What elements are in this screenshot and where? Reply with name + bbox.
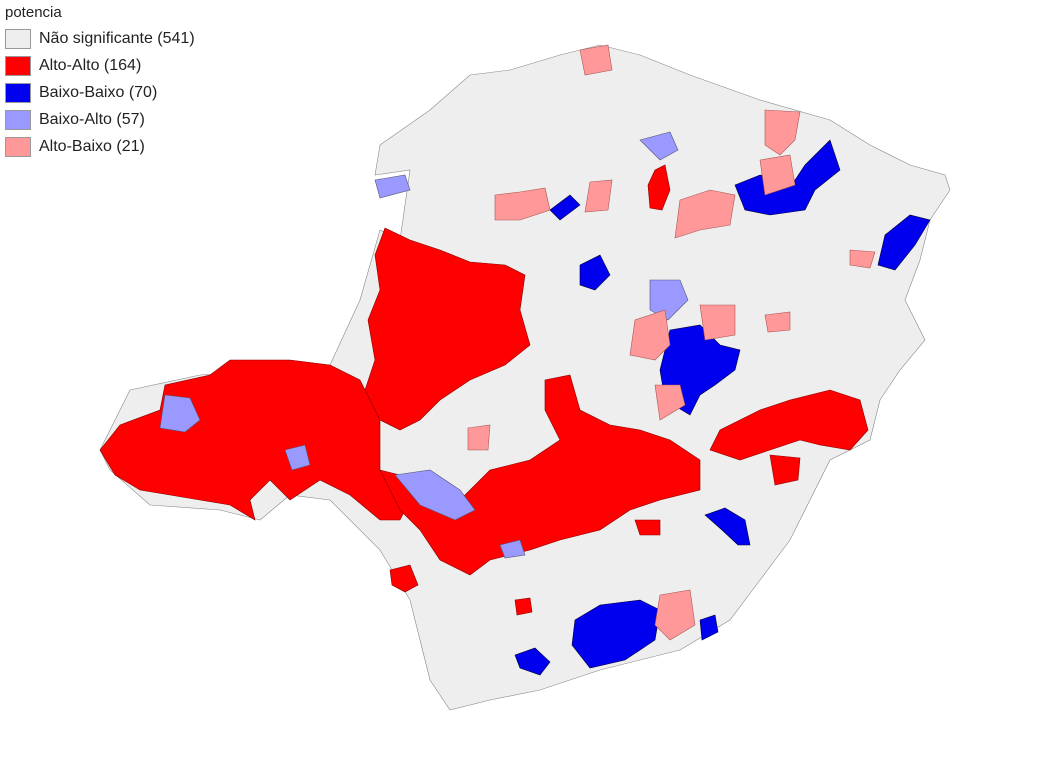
region-baixo-alto-mid bbox=[649, 279, 689, 321]
region-baixo-baixo-sw bbox=[514, 647, 551, 676]
map-legend: potencia Não significante (541) Alto-Alt… bbox=[5, 4, 195, 160]
legend-item-alto-baixo: Alto-Baixo (21) bbox=[5, 133, 195, 160]
region-alto-alto-east bbox=[709, 389, 869, 461]
region-baixo-baixo-north2 bbox=[549, 194, 581, 221]
region-baixo-baixo-se bbox=[699, 614, 719, 641]
legend-swatch bbox=[5, 109, 31, 130]
region-alto-baixo-e2 bbox=[764, 311, 791, 333]
alto-baixo-clusters bbox=[467, 44, 876, 641]
region-baixo-alto-sw bbox=[284, 444, 311, 471]
legend-label: Baixo-Baixo (70) bbox=[39, 83, 158, 101]
region-alto-alto-northwest bbox=[364, 227, 531, 431]
region-baixo-alto-south bbox=[499, 539, 526, 559]
legend-item-nao-significante: Não significante (541) bbox=[5, 25, 195, 52]
region-baixo-baixo-mid bbox=[704, 507, 751, 546]
region-alto-baixo-south bbox=[654, 589, 696, 641]
region-alto-baixo-west bbox=[467, 424, 491, 451]
legend-label: Não significante (541) bbox=[39, 29, 195, 47]
region-alto-baixo-ne2 bbox=[764, 109, 801, 156]
region-baixo-baixo-north1 bbox=[579, 254, 611, 291]
region-alto-baixo-north bbox=[579, 44, 613, 76]
region-baixo-baixo-south bbox=[571, 599, 661, 669]
region-alto-alto-south3 bbox=[634, 519, 661, 536]
region-baixo-baixo-east bbox=[877, 214, 931, 271]
legend-item-baixo-baixo: Baixo-Baixo (70) bbox=[5, 79, 195, 106]
region-alto-alto-central bbox=[379, 374, 701, 576]
baixo-alto-clusters bbox=[159, 131, 689, 559]
region-alto-baixo-ne bbox=[674, 189, 736, 239]
alto-alto-clusters bbox=[99, 164, 869, 616]
region-alto-baixo-east bbox=[849, 249, 876, 269]
region-alto-baixo-ne3 bbox=[759, 154, 796, 196]
legend-swatch bbox=[5, 28, 31, 49]
region-alto-baixo-nw bbox=[494, 187, 551, 221]
legend-label: Alto-Alto (164) bbox=[39, 56, 142, 74]
region-alto-baixo-center2 bbox=[699, 304, 736, 341]
baixo-baixo-clusters bbox=[514, 139, 931, 676]
region-alto-baixo-center3 bbox=[654, 384, 686, 421]
region-alto-alto-southeast bbox=[769, 454, 801, 486]
legend-swatch bbox=[5, 82, 31, 103]
region-alto-baixo-n2 bbox=[584, 179, 613, 213]
region-alto-alto-south2 bbox=[514, 597, 533, 616]
region-alto-baixo-center bbox=[629, 309, 671, 361]
legend-item-alto-alto: Alto-Alto (164) bbox=[5, 52, 195, 79]
region-baixo-alto-north bbox=[639, 131, 679, 161]
legend-item-baixo-alto: Baixo-Alto (57) bbox=[5, 106, 195, 133]
region-baixo-alto-central bbox=[394, 469, 476, 521]
legend-swatch bbox=[5, 55, 31, 76]
region-alto-alto-south1 bbox=[389, 564, 419, 593]
legend-swatch bbox=[5, 136, 31, 157]
region-baixo-alto-northwest bbox=[374, 174, 411, 199]
legend-label: Alto-Baixo (21) bbox=[39, 137, 145, 155]
legend-title: potencia bbox=[5, 4, 62, 21]
legend-label: Baixo-Alto (57) bbox=[39, 110, 145, 128]
region-alto-alto-north bbox=[647, 164, 671, 211]
region-baixo-alto-west bbox=[159, 394, 201, 433]
